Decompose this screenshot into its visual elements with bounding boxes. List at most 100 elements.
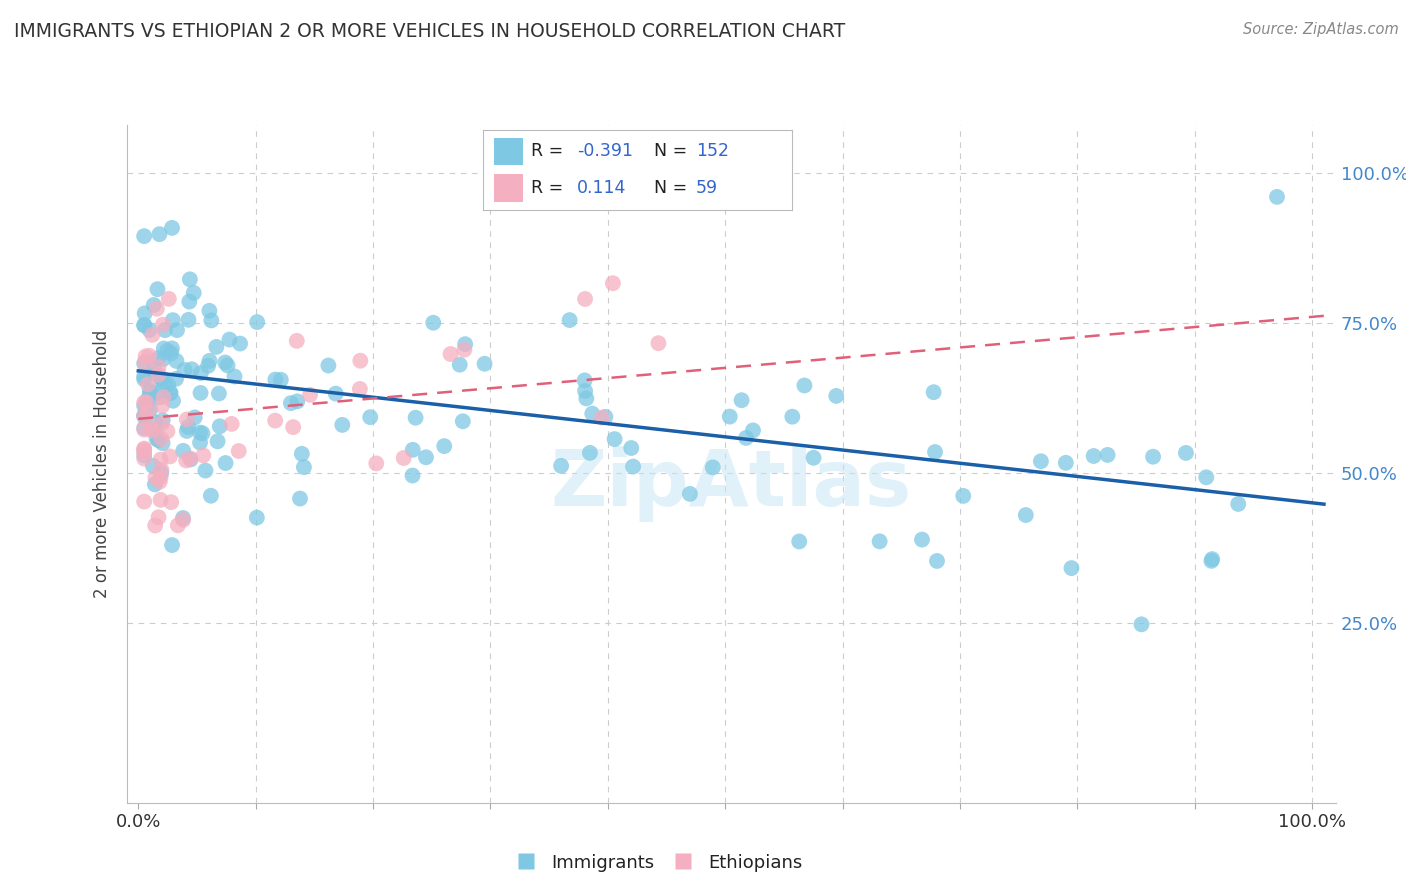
Point (299, 388, 322, 402)
Point (156, 424, 179, 438)
Point (134, 229, 156, 244)
Point (246, 510, 269, 524)
Point (280, 396, 302, 410)
Point (134, 444, 156, 458)
Point (143, 518, 166, 533)
Point (1195, 470, 1218, 484)
Point (283, 420, 305, 434)
Point (172, 443, 194, 458)
Point (1083, 449, 1105, 463)
Point (134, 423, 156, 437)
Point (135, 395, 157, 409)
Point (142, 298, 165, 312)
Point (134, 421, 156, 435)
Point (176, 424, 198, 438)
Point (825, 389, 848, 403)
Point (134, 442, 156, 457)
Point (214, 355, 236, 369)
Point (148, 510, 170, 524)
Point (214, 456, 236, 470)
Point (145, 416, 167, 430)
Text: Source: ZipAtlas.com: Source: ZipAtlas.com (1243, 22, 1399, 37)
Point (1265, 190, 1288, 204)
Point (869, 534, 891, 549)
Point (392, 450, 415, 465)
Point (194, 464, 217, 478)
Point (735, 431, 758, 445)
Point (174, 453, 197, 467)
Point (165, 372, 187, 386)
Point (149, 452, 172, 467)
Point (135, 350, 157, 364)
Point (150, 417, 173, 431)
Point (138, 349, 160, 363)
Point (402, 442, 425, 457)
Point (157, 377, 180, 392)
Point (922, 385, 945, 400)
Point (1054, 456, 1077, 470)
Point (149, 475, 172, 489)
Point (176, 412, 198, 426)
Point (574, 384, 596, 398)
Point (136, 404, 159, 418)
Point (474, 357, 496, 371)
Point (264, 373, 287, 387)
Point (702, 460, 724, 475)
Point (139, 402, 162, 417)
Point (152, 436, 174, 450)
Point (159, 385, 181, 400)
Point (134, 355, 156, 369)
Point (136, 377, 159, 392)
Point (188, 425, 211, 440)
Point (143, 477, 166, 491)
Point (439, 347, 461, 361)
Point (157, 292, 180, 306)
Point (197, 359, 219, 373)
Point (138, 391, 160, 405)
Point (162, 313, 184, 327)
Point (270, 373, 292, 387)
Point (742, 424, 765, 438)
Point (134, 451, 156, 466)
Point (145, 368, 167, 382)
Point (208, 419, 231, 434)
Point (198, 303, 221, 318)
Point (218, 333, 240, 347)
Point (172, 511, 194, 525)
Point (159, 450, 181, 464)
Text: ZipAtlas: ZipAtlas (551, 446, 911, 522)
Point (550, 458, 572, 473)
Point (173, 363, 195, 377)
Point (177, 420, 200, 434)
Point (325, 386, 347, 401)
Point (433, 439, 456, 453)
Point (149, 470, 172, 484)
Point (602, 277, 624, 291)
Point (208, 386, 231, 401)
Point (150, 432, 173, 446)
Point (200, 489, 222, 503)
Point (156, 343, 179, 358)
Point (134, 399, 156, 413)
Point (579, 446, 602, 460)
Y-axis label: 2 or more Vehicles in Household: 2 or more Vehicles in Household (93, 330, 111, 598)
Point (558, 313, 581, 327)
Point (152, 351, 174, 366)
Point (205, 340, 228, 354)
Point (285, 334, 308, 348)
Point (190, 385, 212, 400)
Point (574, 373, 596, 387)
Point (146, 282, 169, 296)
Point (285, 394, 308, 409)
Point (603, 432, 626, 446)
Point (782, 409, 804, 424)
Point (180, 362, 202, 376)
Point (228, 444, 250, 458)
Point (453, 343, 475, 357)
Point (207, 434, 229, 449)
Point (183, 285, 205, 300)
Point (152, 318, 174, 332)
Point (200, 313, 222, 327)
Point (134, 494, 156, 508)
Point (224, 369, 246, 384)
